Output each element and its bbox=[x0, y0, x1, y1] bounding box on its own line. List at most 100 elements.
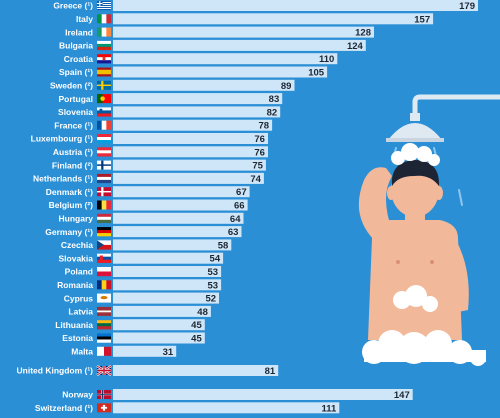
bar-row: Czechia 58 bbox=[61, 239, 232, 251]
bar bbox=[113, 226, 242, 238]
bar-row: Denmark (¹) 67 bbox=[46, 186, 250, 198]
value-label: 83 bbox=[269, 94, 280, 105]
bar-row: Lithuania 45 bbox=[55, 319, 205, 331]
country-label: Malta bbox=[71, 347, 93, 357]
bar-row: Hungary 64 bbox=[59, 212, 244, 225]
value-label: 157 bbox=[414, 14, 430, 25]
poland-flag-icon bbox=[97, 267, 111, 277]
bar-row: United Kingdom (¹) 81 bbox=[17, 364, 279, 377]
bar bbox=[113, 172, 264, 184]
bar bbox=[113, 186, 250, 198]
spain-flag-icon bbox=[97, 67, 111, 77]
country-label: Croatia bbox=[64, 54, 94, 64]
value-label: 81 bbox=[265, 366, 276, 377]
value-label: 75 bbox=[252, 161, 263, 172]
bar bbox=[113, 402, 340, 414]
bar bbox=[113, 279, 222, 291]
value-label: 110 bbox=[319, 54, 334, 65]
country-label: Netherlands (¹) bbox=[33, 174, 93, 184]
lithuania-flag-icon bbox=[97, 320, 111, 330]
value-label: 76 bbox=[254, 147, 265, 158]
bar-row: Switzerland (¹) 111 bbox=[35, 402, 340, 414]
country-label: Italy bbox=[76, 14, 93, 24]
bar-row: France (¹) 78 bbox=[54, 119, 273, 132]
value-label: 74 bbox=[250, 174, 261, 185]
country-label: Luxembourg (¹) bbox=[31, 134, 93, 144]
value-label: 54 bbox=[210, 254, 221, 265]
bar-row: Romania 53 bbox=[57, 279, 222, 291]
bar-row: Luxembourg (¹) 76 bbox=[31, 133, 268, 145]
bar bbox=[113, 239, 232, 251]
shower-illustration bbox=[358, 94, 500, 366]
country-label: Czechia bbox=[61, 240, 93, 250]
bar bbox=[113, 252, 224, 264]
finland-flag-icon bbox=[97, 160, 111, 170]
bar-row: Latvia 48 bbox=[68, 305, 211, 318]
bar bbox=[113, 53, 338, 65]
value-label: 128 bbox=[355, 28, 371, 39]
country-label: Estonia bbox=[62, 333, 93, 343]
value-label: 82 bbox=[267, 107, 278, 118]
bar bbox=[113, 106, 281, 118]
belgium-flag-icon bbox=[97, 200, 112, 210]
value-label: 78 bbox=[258, 121, 269, 132]
value-label: 53 bbox=[207, 267, 218, 278]
country-label: Norway bbox=[62, 390, 93, 400]
country-label: Finland (²) bbox=[52, 160, 93, 170]
bar-row: Germany (¹) 63 bbox=[45, 226, 242, 238]
bar bbox=[113, 93, 283, 105]
bar bbox=[113, 39, 366, 51]
value-label: 58 bbox=[218, 240, 229, 251]
bar-row: Estonia 45 bbox=[62, 332, 205, 345]
norway-flag-icon bbox=[97, 390, 111, 399]
bulgaria-flag-icon bbox=[97, 40, 111, 51]
bar bbox=[113, 146, 268, 158]
bar bbox=[113, 119, 273, 131]
bar-row: Cyprus 52 bbox=[64, 292, 219, 305]
country-label: Sweden (²) bbox=[50, 81, 93, 91]
value-label: 48 bbox=[197, 307, 208, 318]
value-label: 45 bbox=[191, 334, 202, 345]
country-label: Latvia bbox=[68, 307, 93, 317]
bar-row: Croatia 110 bbox=[64, 53, 338, 65]
bar bbox=[113, 26, 374, 38]
bar bbox=[113, 133, 268, 144]
bar-row: Austria (¹) 76 bbox=[53, 146, 268, 158]
value-label: 76 bbox=[254, 134, 265, 145]
bar bbox=[113, 266, 222, 277]
greece-flag-icon bbox=[97, 1, 111, 11]
bar-row: Sweden (²) 89 bbox=[50, 79, 295, 92]
value-label: 124 bbox=[347, 41, 364, 52]
bar-row: Norway 147 bbox=[62, 389, 413, 401]
bar-row: Malta 31 bbox=[71, 345, 177, 358]
bar bbox=[113, 365, 279, 376]
country-label: Switzerland (¹) bbox=[35, 403, 93, 413]
bar-row: Slovenia 82 bbox=[58, 106, 281, 118]
bar-row: Italy 157 bbox=[76, 13, 434, 25]
value-label: 147 bbox=[394, 390, 410, 401]
bar bbox=[113, 212, 244, 224]
value-label: 67 bbox=[236, 187, 247, 198]
austria-flag-icon bbox=[97, 147, 111, 157]
country-label: Portugal bbox=[59, 94, 93, 104]
slovakia-flag-icon bbox=[97, 253, 111, 263]
malta-flag-icon bbox=[97, 346, 112, 356]
bar-row: Portugal 83 bbox=[59, 93, 283, 105]
bar bbox=[113, 159, 266, 171]
romania-flag-icon bbox=[97, 280, 112, 290]
soap-foam-icon bbox=[362, 143, 486, 366]
shower-head-icon bbox=[386, 94, 500, 142]
bar-row: Greece (¹) 179 bbox=[53, 0, 478, 12]
bar bbox=[113, 13, 434, 25]
slovenia-flag-icon bbox=[97, 107, 111, 117]
country-label: Ireland bbox=[65, 27, 93, 37]
cyprus-flag-icon bbox=[97, 293, 111, 303]
portugal-flag-icon bbox=[97, 94, 111, 104]
bar bbox=[113, 332, 205, 344]
germany-flag-icon bbox=[97, 227, 111, 237]
country-label: Greece (¹) bbox=[53, 1, 93, 11]
denmark-flag-icon bbox=[97, 187, 111, 197]
value-label: 52 bbox=[205, 294, 216, 305]
value-label: 66 bbox=[234, 201, 245, 212]
